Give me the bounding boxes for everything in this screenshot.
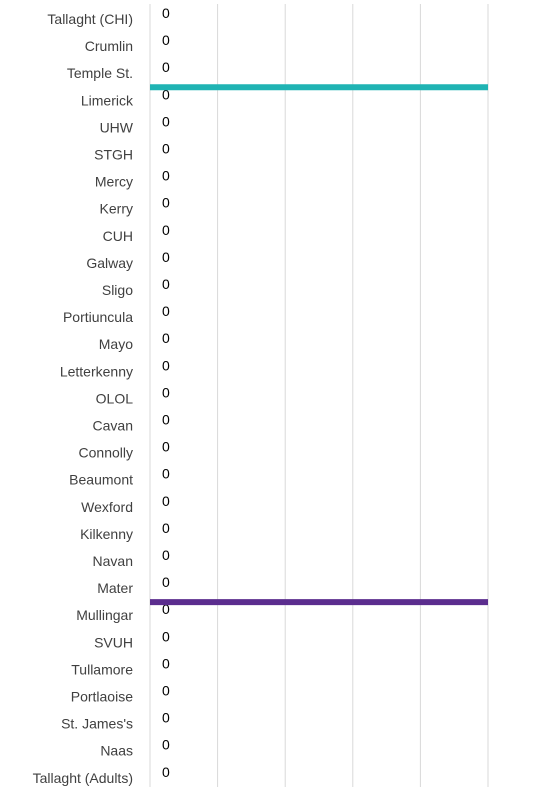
data-label: 0 [162, 86, 170, 102]
category-label: Tallaght (CHI) [47, 11, 133, 27]
data-label: 0 [162, 493, 170, 509]
category-label: Mercy [95, 174, 133, 190]
data-label: 0 [162, 655, 170, 671]
category-label: Wexford [81, 499, 133, 515]
category-label: Tallaght (Adults) [33, 770, 133, 786]
data-label: 0 [162, 5, 170, 21]
data-label: 0 [162, 113, 170, 129]
data-label: 0 [162, 141, 170, 157]
category-label: Portlaoise [71, 689, 133, 705]
category-label: Mullingar [76, 607, 133, 623]
category-label: Limerick [81, 92, 134, 108]
category-label: Sligo [102, 282, 133, 298]
data-label: 0 [162, 32, 170, 48]
data-label: 0 [162, 601, 170, 617]
data-label: 0 [162, 764, 170, 780]
category-label: Naas [100, 743, 133, 759]
category-label: Letterkenny [60, 363, 133, 379]
data-label: 0 [162, 710, 170, 726]
category-label: SVUH [94, 634, 133, 650]
data-label: 0 [162, 303, 170, 319]
data-label: 0 [162, 249, 170, 265]
data-label: 0 [162, 520, 170, 536]
category-label: STGH [94, 147, 133, 163]
category-label: CUH [103, 228, 133, 244]
category-label: OLOL [96, 390, 134, 406]
data-label: 0 [162, 547, 170, 563]
data-label: 0 [162, 683, 170, 699]
category-label: Temple St. [67, 65, 133, 81]
category-label: Portiuncula [63, 309, 133, 325]
data-label: 0 [162, 439, 170, 455]
category-label: Beaumont [69, 472, 133, 488]
data-label: 0 [162, 574, 170, 590]
category-labels: Tallaght (CHI) Crumlin Temple St. Limerick U… [33, 11, 134, 786]
category-label: Mayo [99, 336, 133, 352]
data-label: 0 [162, 737, 170, 753]
reference-lines [150, 84, 488, 606]
data-label: 0 [162, 466, 170, 482]
data-label: 0 [162, 222, 170, 238]
data-label: 0 [162, 330, 170, 346]
category-label: UHW [100, 119, 134, 135]
data-label: 0 [162, 276, 170, 292]
category-label: Connolly [79, 445, 133, 461]
data-label: 0 [162, 168, 170, 184]
category-label: Tullamore [71, 661, 133, 677]
data-label: 0 [162, 59, 170, 75]
data-label: 0 [162, 195, 170, 211]
category-label: Galway [86, 255, 133, 271]
category-label: Mater [97, 580, 133, 596]
data-label: 0 [162, 357, 170, 373]
data-label: 0 [162, 412, 170, 428]
category-label: St. James's [61, 716, 133, 732]
category-label: Navan [93, 553, 133, 569]
category-label: Kerry [100, 201, 133, 217]
category-label: Kilkenny [80, 526, 133, 542]
data-labels: 0 0 0 0 0 0 0 0 0 0 0 0 0 0 0 0 0 0 0 0 0 0 0 0 0 0 0 0 0 [162, 5, 170, 780]
category-label: Cavan [93, 418, 133, 434]
data-label: 0 [162, 384, 170, 400]
category-label: Crumlin [85, 38, 133, 54]
gridlines [149, 4, 489, 787]
data-label: 0 [162, 628, 170, 644]
